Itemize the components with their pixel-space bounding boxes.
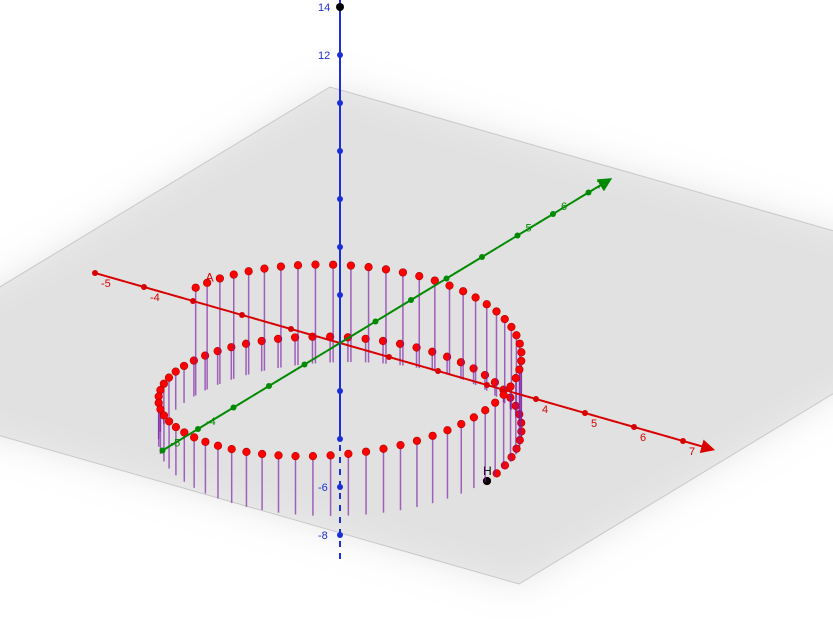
z-tick-label: -6 (318, 482, 328, 494)
helix-dot (214, 442, 222, 450)
y-tick (550, 211, 556, 217)
helix-dot (483, 300, 491, 308)
marker-label: H (483, 464, 492, 478)
x-tick (190, 298, 196, 304)
helix-dot (327, 452, 335, 460)
helix-dot (470, 414, 478, 422)
y-tick-label: 6 (561, 201, 567, 213)
z-tick-label: 14 (318, 2, 330, 14)
helix-dot (245, 267, 253, 275)
helix-dot (516, 340, 524, 348)
helix-dot (261, 265, 269, 273)
y-tick-label: -4 (206, 416, 216, 428)
helix-dot (446, 282, 454, 290)
helix-dot (516, 366, 524, 374)
x-tick-label: 4 (542, 404, 548, 416)
helix-dot (508, 323, 516, 331)
y-tick-label: 5 (526, 223, 532, 235)
helix-dot (345, 450, 353, 458)
helix-dot (292, 452, 300, 460)
helix-dot (512, 374, 520, 382)
helix-dot (472, 294, 480, 302)
helix-dot (275, 452, 283, 460)
z-tick-label: -8 (318, 530, 328, 542)
helix-dot (312, 261, 320, 269)
x-tick-label: 7 (689, 446, 695, 458)
ground-plane (0, 87, 833, 584)
helix-dot (165, 418, 173, 426)
x-tick (141, 284, 147, 290)
helix-dot (413, 437, 421, 445)
x-tick (582, 410, 588, 416)
helix-dot (459, 287, 467, 295)
marker-point (336, 3, 344, 11)
helix-dot (517, 357, 525, 365)
helix-dot (429, 432, 437, 440)
helix-dot (365, 263, 373, 271)
helix-dot (399, 269, 407, 277)
helix-dot (190, 357, 198, 365)
x-tick-label: -4 (150, 292, 160, 304)
helix-dot (444, 426, 452, 434)
x-tick (386, 354, 392, 360)
3d-plot: 76-55-4A-8-612H14164-45-567 (0, 0, 833, 637)
x-tick-label: 6 (640, 432, 646, 444)
helix-dot (160, 412, 168, 420)
helix-dot (294, 261, 302, 269)
x-tick-label: 5 (591, 418, 597, 430)
z-tick-label: 12 (318, 50, 330, 62)
helix-dot (397, 441, 405, 449)
helix-dot (329, 261, 337, 269)
helix-dot (202, 438, 210, 446)
y-tick (160, 448, 166, 454)
helix-dot (457, 420, 465, 428)
helix-dot (415, 272, 423, 280)
helix-dot (347, 262, 355, 270)
helix-dot (172, 423, 180, 431)
helix-dot (491, 399, 499, 407)
y-tick (231, 405, 237, 411)
y-tick-label: 7 (597, 180, 603, 192)
helix-dot (493, 470, 501, 478)
y-tick-label: -5 (171, 438, 181, 450)
helix-dot (362, 448, 370, 456)
helix-dot (513, 331, 521, 339)
helix-dot (501, 462, 509, 470)
helix-dot (501, 315, 509, 323)
helix-dot (258, 450, 266, 458)
helix-dot (277, 263, 285, 271)
x-tick-label: -5 (101, 278, 111, 290)
helix-dot (243, 448, 251, 456)
helix-dot (481, 406, 489, 414)
helix-dot (180, 362, 188, 370)
helix-dot (507, 383, 515, 391)
helix-dot (190, 434, 198, 442)
marker-point (483, 477, 491, 485)
y-tick (373, 319, 379, 325)
helix-dot (230, 271, 238, 279)
z-tick (337, 484, 343, 490)
helix-dot (380, 445, 388, 453)
y-tick (408, 297, 414, 303)
z-tick (337, 532, 343, 538)
helix-dot (493, 308, 501, 316)
helix-end-label: A (206, 271, 214, 285)
helix-dot (192, 284, 200, 292)
helix-dot (481, 371, 489, 379)
helix-dot (309, 452, 317, 460)
helix-dot (518, 348, 526, 356)
helix-dot (508, 453, 516, 461)
helix-dot (500, 391, 508, 399)
helix-dot (491, 378, 499, 386)
helix-dot (172, 368, 180, 376)
helix-dot (165, 374, 173, 382)
helix-dot (382, 266, 390, 274)
helix-dot (228, 445, 236, 453)
helix-dot (216, 275, 224, 283)
